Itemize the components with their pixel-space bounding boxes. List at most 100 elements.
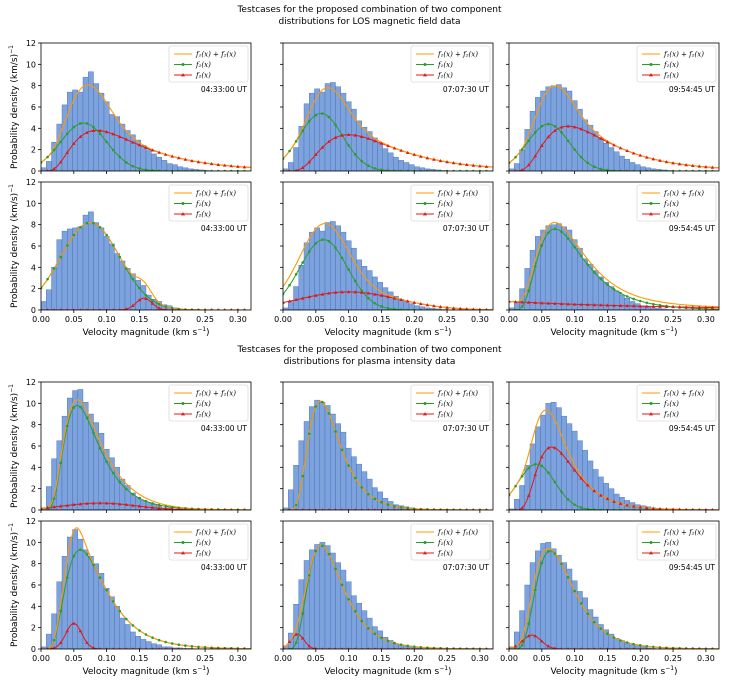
f2-marker xyxy=(373,647,376,649)
f1-marker xyxy=(170,505,174,509)
f2-marker xyxy=(400,647,403,649)
histogram-bar xyxy=(356,602,362,649)
f1-marker xyxy=(125,487,128,491)
f1-marker xyxy=(85,416,89,420)
histogram-bar xyxy=(561,562,567,649)
histogram-bar xyxy=(319,91,326,171)
f2-marker xyxy=(526,163,531,167)
f1-marker xyxy=(294,641,298,645)
f2-marker xyxy=(308,508,311,510)
sum-curve xyxy=(41,399,251,510)
f1-marker xyxy=(105,460,108,464)
f2-marker xyxy=(553,646,557,649)
f2-marker xyxy=(72,502,76,506)
f2-marker xyxy=(105,308,108,310)
f2-marker xyxy=(572,468,577,472)
f2-marker xyxy=(125,647,128,649)
subplot-plasma-r1c2: f₁(x) + f₂(x) f₁(x) f₂(x) 07:07:30 UT xyxy=(280,381,494,513)
f1-marker xyxy=(340,583,344,587)
subplot-plasma-r2c1: 0.00 0.05 0.10 0.15 0.20 0.25 0.30 0 2 4 6 8 10 12 Vel… xyxy=(8,517,252,677)
f1-marker xyxy=(118,255,122,259)
legend: f₁(x) + f₂(x) f₁(x) f₂(x) xyxy=(168,45,249,83)
f2-marker xyxy=(334,647,337,649)
f2-marker xyxy=(645,647,648,649)
f1-marker xyxy=(92,221,95,225)
subplot-grid: 0 2 4 6 8 10 12 Probability density (km/s)−1 f₁(… xyxy=(8,39,720,677)
f2-marker xyxy=(105,647,108,649)
f2-marker xyxy=(230,508,233,510)
f2-marker xyxy=(445,160,449,164)
f2-marker xyxy=(367,647,370,649)
x-tick-label: 0.15 xyxy=(599,315,617,324)
f2-marker xyxy=(632,647,635,649)
histogram-bar xyxy=(161,160,168,171)
f2-marker xyxy=(639,647,642,649)
y-tick-label: 2 xyxy=(31,285,36,294)
histogram-bar xyxy=(72,529,78,649)
f2-marker xyxy=(104,130,109,134)
legend-label: f₂(x) xyxy=(437,550,453,558)
f2-marker xyxy=(190,308,193,310)
histogram-bar xyxy=(314,227,320,310)
legend-box xyxy=(636,523,717,561)
f1-marker xyxy=(170,306,174,310)
f2-marker xyxy=(438,305,443,309)
f2-marker xyxy=(204,647,207,649)
f1-marker xyxy=(184,644,187,647)
timestamp-label: 09:54:45 UT xyxy=(669,85,716,94)
f2-marker xyxy=(353,133,357,137)
f2-marker xyxy=(314,152,318,156)
histogram-bar xyxy=(556,554,562,649)
f2-marker xyxy=(78,502,83,506)
f2-marker xyxy=(684,507,688,510)
plot-area xyxy=(283,221,493,310)
f2-marker xyxy=(320,145,325,149)
y-tick-label: 10 xyxy=(26,199,36,208)
f1-marker xyxy=(138,496,141,500)
x-tick-label: 0.05 xyxy=(533,654,551,663)
f2-marker xyxy=(288,508,291,510)
f1-marker xyxy=(92,125,95,129)
f1-marker xyxy=(612,169,616,171)
f2-marker xyxy=(593,647,596,649)
f2-marker xyxy=(58,640,63,644)
f2-marker xyxy=(333,290,338,294)
f1-marker xyxy=(353,279,357,283)
f1-marker xyxy=(138,286,141,290)
legend-label: f₂(x) xyxy=(663,411,679,419)
f2-marker xyxy=(572,302,577,306)
f2-marker xyxy=(697,305,702,309)
f1-marker xyxy=(540,464,544,468)
f2-marker xyxy=(243,647,246,649)
timestamp-label: 04:33:00 UT xyxy=(201,424,248,433)
f2-marker xyxy=(85,308,88,310)
f1-marker xyxy=(151,502,154,505)
subplot-los-r1c1: 0 2 4 6 8 10 12 Probability density (km/s)−1 f₁(… xyxy=(8,39,252,176)
f2-marker xyxy=(170,507,174,510)
x-tick-label: 0.30 xyxy=(229,654,247,663)
f2-marker xyxy=(46,169,49,171)
f1-marker xyxy=(118,609,122,613)
f2-marker xyxy=(314,508,317,510)
f1-marker xyxy=(151,636,154,639)
legend-label: f₁(x) + f₂(x) xyxy=(437,190,478,198)
subplot-los-r1c3: f₁(x) + f₂(x) f₁(x) f₂(x) 09:54:45 UT xyxy=(506,42,720,174)
f1-marker xyxy=(59,255,62,259)
f2-marker xyxy=(190,647,193,649)
f1-marker xyxy=(307,120,311,123)
f2-marker xyxy=(513,300,518,304)
histogram-bar xyxy=(82,549,89,649)
f2-marker xyxy=(360,508,363,510)
f2-marker xyxy=(658,647,661,649)
histogram-bar xyxy=(603,143,609,171)
f1-marker xyxy=(125,267,128,270)
y-axis-label: Probability density (km/s)−1 xyxy=(8,45,20,169)
histogram-bar xyxy=(314,399,320,510)
f2-marker xyxy=(426,508,429,510)
f2-marker xyxy=(664,160,669,164)
f2-marker xyxy=(645,155,649,159)
histogram-bar xyxy=(119,123,126,171)
f2-marker xyxy=(300,296,305,300)
legend: f₁(x) + f₂(x) f₁(x) f₂(x) xyxy=(410,184,491,222)
x-tick-label: 0.25 xyxy=(196,315,214,324)
